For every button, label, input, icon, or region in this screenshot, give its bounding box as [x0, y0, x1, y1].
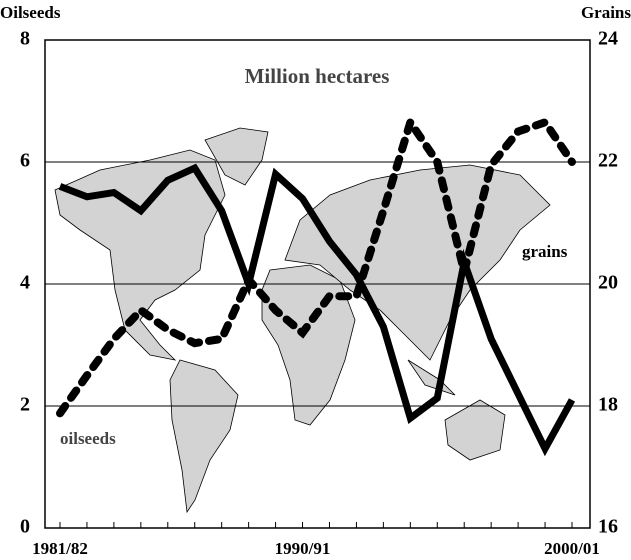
annotation: grains [522, 242, 568, 261]
y2-tick-label: 24 [598, 28, 618, 50]
y-axis-title: Oilseeds [0, 3, 61, 22]
y2-tick-label: 16 [598, 516, 618, 538]
annotation: Million hectares [245, 64, 390, 88]
y2-tick-label: 22 [598, 150, 618, 172]
y-tick-label: 2 [20, 394, 30, 416]
series-line [58, 163, 576, 457]
y2-tick-label: 18 [598, 394, 618, 416]
x-tick-label: 2000/01 [544, 539, 600, 558]
y-tick-label: 0 [20, 516, 30, 538]
series-line [56, 113, 576, 418]
annotation: oilseeds [60, 429, 116, 448]
y2-axis-title: Grains [581, 3, 631, 22]
y-tick-label: 4 [20, 272, 30, 294]
x-tick-label: 1981/82 [32, 539, 88, 558]
y2-tick-label: 20 [598, 272, 618, 294]
y-tick-label: 6 [20, 150, 30, 172]
y-tick-label: 8 [20, 28, 30, 50]
x-tick-label: 1990/91 [275, 539, 331, 558]
world-map [54, 127, 551, 514]
